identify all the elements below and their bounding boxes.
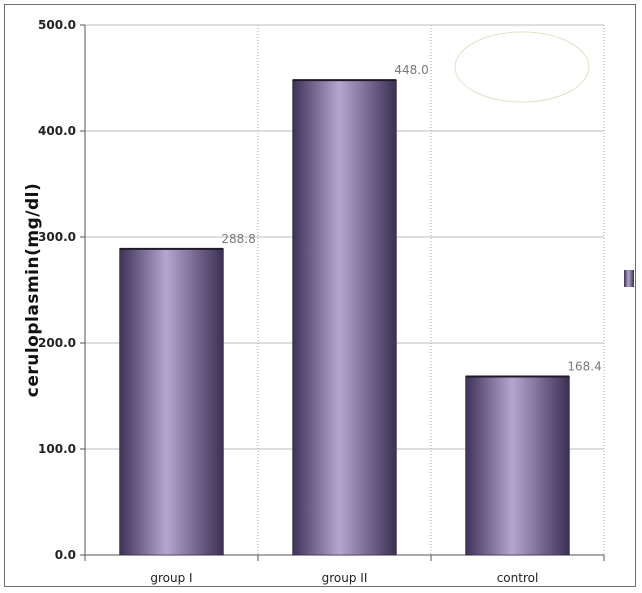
y-axis-label: ceruloplasmin(mg/dl)	[23, 183, 43, 397]
data-label: 448.0	[394, 63, 428, 77]
y-tick-label: 500.0	[38, 18, 76, 32]
data-label: 168.4	[567, 359, 601, 373]
data-label: 288.8	[221, 232, 255, 246]
x-tick-label: control	[497, 571, 539, 585]
y-tick-label: 200.0	[38, 336, 76, 350]
bar	[119, 248, 224, 556]
y-tick-label: 0.0	[55, 548, 76, 562]
labels: 0.0 100.0 200.0 300.0 400.0 500.0 group I 288.8…	[38, 18, 602, 585]
decorative-ellipse	[454, 31, 590, 103]
x-tick-label: group II	[322, 571, 368, 585]
legend-swatch	[624, 270, 634, 287]
y-tick-label: 400.0	[38, 124, 76, 138]
bars	[119, 79, 570, 556]
bar	[292, 79, 397, 556]
y-tick-label: 300.0	[38, 230, 76, 244]
bar	[465, 376, 570, 556]
x-tick-label: group I	[150, 571, 192, 585]
y-tick-label: 100.0	[38, 442, 76, 456]
